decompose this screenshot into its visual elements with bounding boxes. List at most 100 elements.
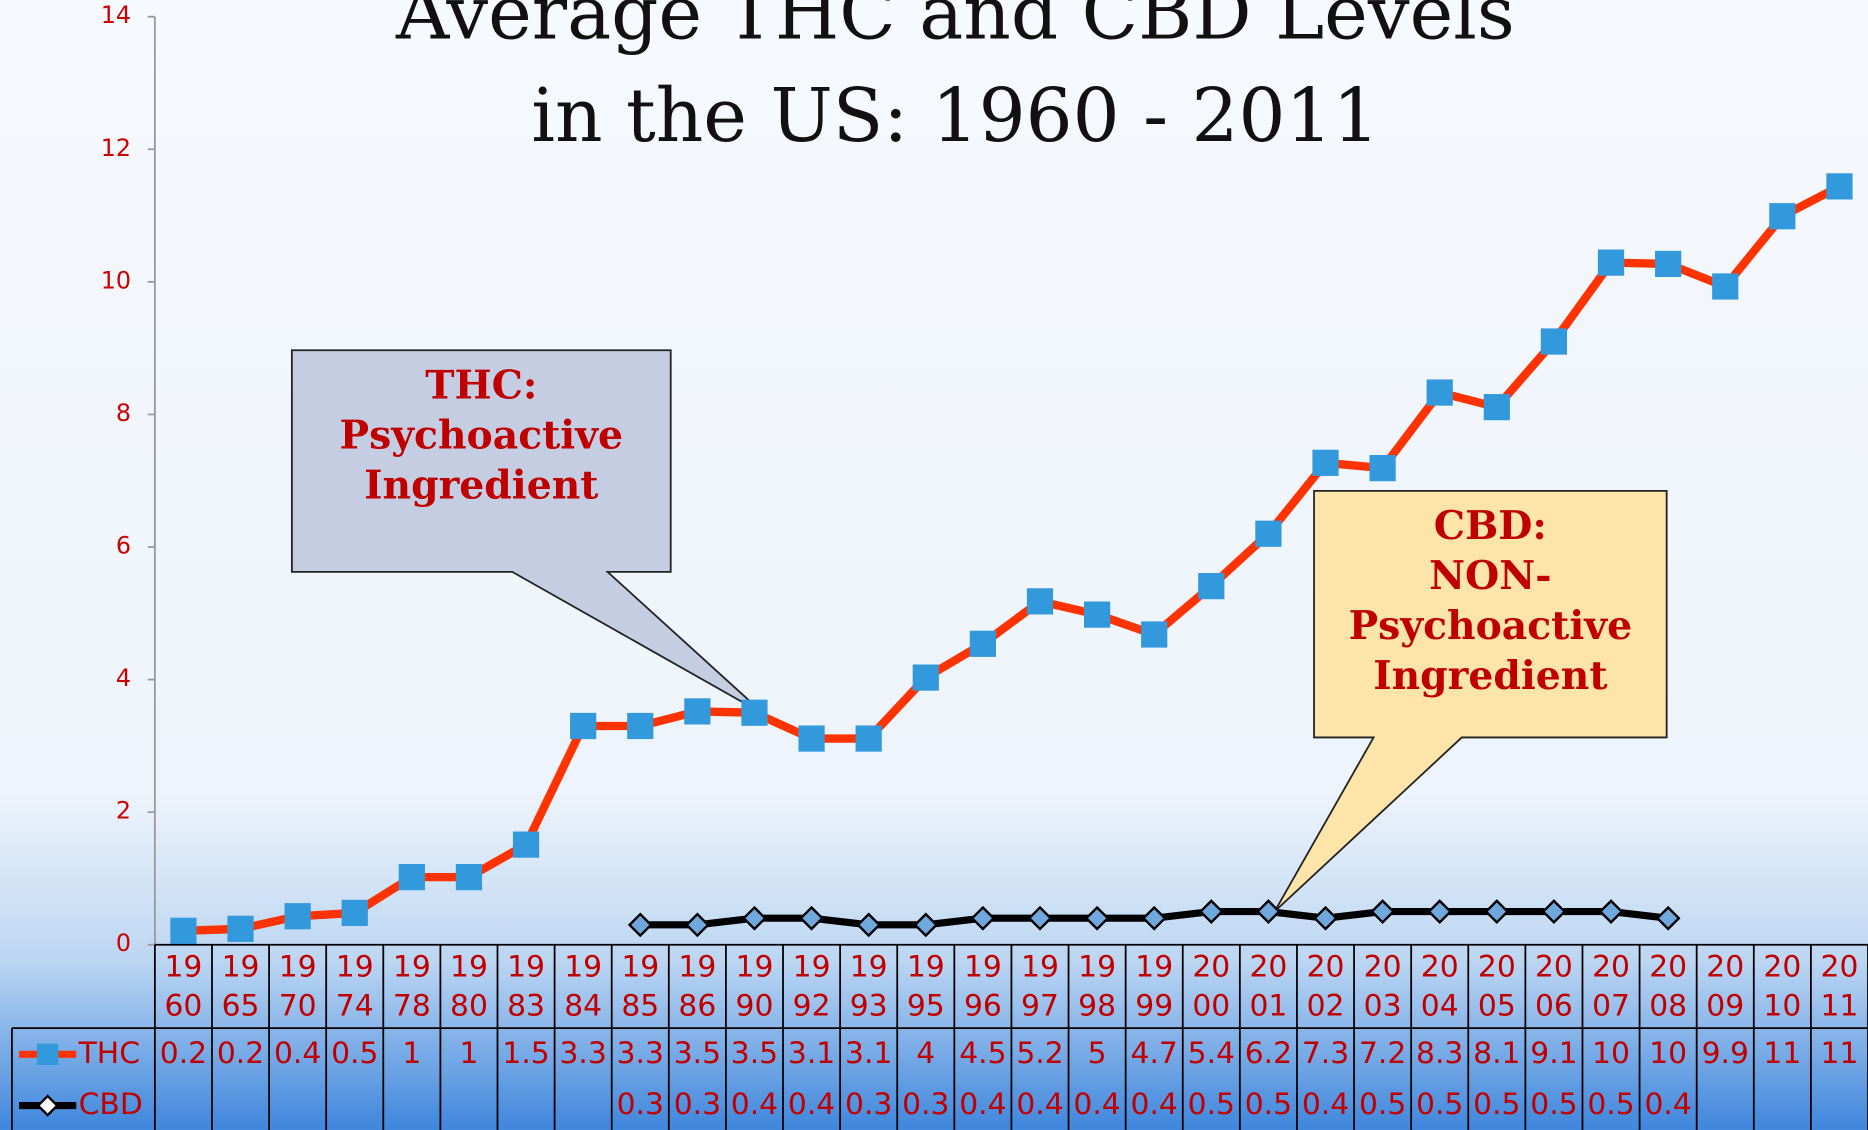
y-tick-label: 2 bbox=[116, 797, 131, 825]
annotation-text: Ingredient bbox=[364, 462, 598, 508]
x-tick-label-part: 00 bbox=[1192, 988, 1230, 1023]
data-label: 0.3 bbox=[902, 1087, 949, 1122]
x-tick-label-part: 08 bbox=[1649, 988, 1687, 1023]
x-tick-label: 19 74 bbox=[336, 949, 374, 1023]
x-tick-label-part: 19 bbox=[793, 949, 831, 984]
x-tick-label: 19 90 bbox=[736, 949, 774, 1023]
data-label: 0.4 bbox=[274, 1036, 321, 1071]
annotation-text: Psychoactive bbox=[340, 412, 624, 458]
x-tick-label-part: 20 bbox=[1763, 949, 1801, 984]
data-label: 5 bbox=[1088, 1036, 1107, 1071]
x-tick-label: 19 98 bbox=[1078, 949, 1116, 1023]
data-label: 0.4 bbox=[1131, 1087, 1178, 1122]
data-label: 0.2 bbox=[217, 1036, 264, 1071]
data-label: 11 bbox=[1763, 1036, 1801, 1071]
marker bbox=[398, 864, 425, 891]
x-tick-label: 20 08 bbox=[1649, 949, 1687, 1023]
marker bbox=[1084, 905, 1110, 931]
marker bbox=[570, 712, 597, 740]
x-tick-label-part: 86 bbox=[678, 988, 716, 1023]
marker bbox=[1313, 905, 1338, 931]
data-label: 3.1 bbox=[845, 1036, 892, 1071]
x-tick-label: 19 99 bbox=[1135, 949, 1173, 1023]
marker bbox=[1712, 273, 1739, 300]
x-tick-label: 19 85 bbox=[621, 949, 659, 1023]
marker bbox=[1198, 899, 1224, 924]
marker bbox=[1598, 899, 1624, 924]
x-tick-label-part: 20 bbox=[1192, 949, 1230, 984]
x-tick-label: 20 10 bbox=[1763, 949, 1801, 1023]
x-tick-label: 19 92 bbox=[793, 949, 831, 1023]
data-label: 0.5 bbox=[1416, 1087, 1463, 1122]
marker bbox=[1655, 905, 1681, 931]
x-tick-label-part: 19 bbox=[164, 949, 202, 984]
x-tick-label: 19 83 bbox=[507, 949, 545, 1023]
y-tick-label: 8 bbox=[116, 399, 131, 427]
x-tick-label-part: 20 bbox=[1478, 949, 1516, 984]
x-tick-label: 19 65 bbox=[222, 949, 260, 1023]
marker bbox=[1369, 455, 1396, 482]
data-label: 5.2 bbox=[1016, 1036, 1063, 1071]
data-label: 1 bbox=[402, 1036, 421, 1071]
data-label: 11 bbox=[1821, 1036, 1859, 1071]
data-label: 6.2 bbox=[1245, 1036, 1292, 1071]
marker bbox=[913, 912, 939, 938]
x-tick-label-part: 96 bbox=[964, 988, 1002, 1023]
x-tick-label: 20 07 bbox=[1592, 949, 1630, 1023]
data-label: 10 bbox=[1649, 1036, 1687, 1071]
x-tick-label-part: 60 bbox=[164, 988, 202, 1023]
x-tick-label-part: 83 bbox=[507, 988, 545, 1023]
x-tick-label-part: 09 bbox=[1706, 988, 1744, 1023]
x-tick-label-part: 80 bbox=[450, 988, 488, 1023]
x-tick-label-part: 04 bbox=[1421, 988, 1459, 1023]
marker bbox=[1483, 394, 1510, 421]
x-tick-label-part: 97 bbox=[1021, 988, 1059, 1023]
x-tick-label-part: 02 bbox=[1307, 988, 1345, 1023]
data-label: 0.5 bbox=[1473, 1087, 1520, 1122]
x-tick-label-part: 90 bbox=[736, 988, 774, 1023]
data-label: 8.1 bbox=[1473, 1036, 1520, 1071]
x-tick-label: 19 70 bbox=[279, 949, 317, 1023]
annotation-text: NON- bbox=[1429, 553, 1551, 599]
x-tick-label: 20 09 bbox=[1706, 949, 1744, 1023]
data-label: 3.1 bbox=[788, 1036, 835, 1071]
x-tick-label-part: 20 bbox=[1649, 949, 1687, 984]
data-label: 7.3 bbox=[1302, 1036, 1349, 1071]
annotations bbox=[290, 349, 1668, 913]
x-tick-label: 19 95 bbox=[907, 949, 945, 1023]
x-tick-label-part: 93 bbox=[850, 988, 888, 1023]
legend-label: CBD bbox=[79, 1087, 143, 1122]
data-label: 0.4 bbox=[1016, 1087, 1063, 1122]
x-tick-label: 19 97 bbox=[1021, 949, 1059, 1023]
data-label: 0.3 bbox=[674, 1087, 721, 1122]
marker bbox=[798, 725, 825, 752]
x-tick-label-part: 20 bbox=[1821, 949, 1859, 984]
data-label: 0.5 bbox=[1359, 1087, 1406, 1122]
marker bbox=[341, 899, 368, 927]
marker bbox=[1026, 588, 1054, 615]
x-tick-label-part: 19 bbox=[736, 949, 774, 984]
marker bbox=[1826, 173, 1853, 200]
x-tick-label-part: 92 bbox=[793, 988, 831, 1023]
data-label: 3.5 bbox=[674, 1036, 721, 1071]
marker bbox=[627, 712, 654, 740]
x-tick-label: 19 86 bbox=[678, 949, 716, 1023]
marker bbox=[1312, 449, 1339, 476]
marker bbox=[1141, 905, 1167, 931]
marker bbox=[1255, 899, 1281, 924]
marker bbox=[684, 912, 710, 938]
data-label: 0.5 bbox=[1188, 1087, 1235, 1122]
data-label: 9.9 bbox=[1702, 1036, 1749, 1071]
marker bbox=[799, 905, 824, 931]
x-tick-label-part: 20 bbox=[1592, 949, 1630, 984]
x-tick-label-part: 10 bbox=[1763, 988, 1801, 1023]
data-label: 0.4 bbox=[1644, 1087, 1691, 1122]
chart-title: Average THC and CBD Levels bbox=[395, 0, 1515, 57]
marker bbox=[1141, 621, 1168, 648]
marker bbox=[227, 915, 254, 942]
data-label: 0.2 bbox=[160, 1036, 207, 1071]
x-tick-label-part: 99 bbox=[1135, 988, 1173, 1023]
marker bbox=[855, 725, 882, 752]
x-tick-label: 20 02 bbox=[1307, 949, 1345, 1023]
